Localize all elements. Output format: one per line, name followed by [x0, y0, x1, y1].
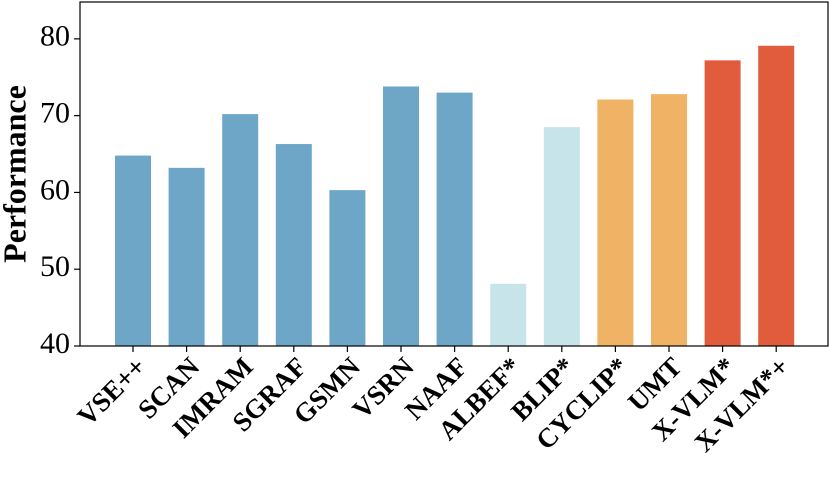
bar	[490, 283, 527, 346]
bar	[543, 127, 580, 347]
plot-frame	[79, 1, 829, 347]
bar	[436, 92, 473, 346]
x-tick-label: VSE++	[72, 351, 152, 431]
bar	[758, 45, 795, 347]
bar	[704, 60, 741, 346]
y-axis-label: Performance	[0, 85, 32, 263]
bar	[168, 167, 205, 346]
y-tick-label: 50	[40, 250, 70, 283]
y-tick-label: 80	[40, 20, 70, 53]
y-tick-label: 60	[40, 173, 70, 206]
bar	[383, 86, 419, 346]
y-tick-label: 70	[40, 97, 70, 130]
bar	[115, 155, 151, 346]
bar	[597, 99, 634, 347]
y-tick-label: 40	[40, 327, 70, 360]
bar	[651, 94, 687, 347]
bar	[222, 114, 259, 346]
bar	[329, 190, 366, 346]
bar	[275, 144, 312, 346]
